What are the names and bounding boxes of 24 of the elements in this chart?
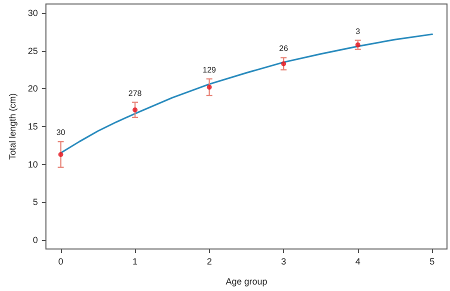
y-tick-label: 30 — [28, 8, 38, 18]
y-axis-title: Total length (cm) — [8, 93, 18, 160]
y-tick-label: 25 — [28, 46, 38, 56]
y-tick-label: 10 — [28, 159, 38, 170]
point — [281, 61, 286, 66]
x-tick-label: 2 — [206, 256, 212, 266]
y-tick-label: 0 — [32, 234, 38, 245]
point — [206, 84, 212, 90]
x-tick-label: 0 — [58, 256, 64, 266]
annotation: 30 — [56, 128, 66, 138]
point — [132, 107, 138, 112]
annotation: 3 — [356, 26, 361, 36]
annotation: 129 — [202, 65, 217, 74]
x-tick-label: 1 — [132, 256, 138, 266]
y-tick-label: 15 — [28, 122, 38, 132]
y-tick-label: 5 — [32, 197, 38, 208]
annotation: 26 — [279, 44, 289, 54]
x-tick-label: 5 — [430, 256, 435, 266]
x-tick-label: 3 — [281, 256, 286, 266]
point — [58, 152, 64, 157]
annotation: 278 — [128, 88, 142, 98]
x-axis-title: Age group — [226, 276, 268, 286]
x-tick-label: 4 — [355, 256, 360, 266]
y-tick-label: 20 — [28, 84, 38, 94]
